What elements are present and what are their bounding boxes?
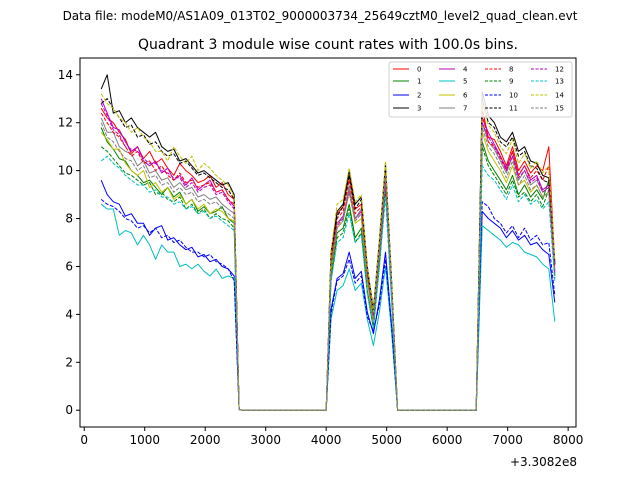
- legend-label-14: 14: [555, 92, 564, 100]
- legend-label-0: 0: [417, 66, 421, 74]
- y-tick-label: 0: [65, 403, 73, 417]
- y-tick-label: 4: [65, 307, 73, 321]
- x-axis: 0 1000 2000 3000 4000 5000 6000 7000 8000: [80, 427, 583, 447]
- y-tick-label: 6: [65, 259, 73, 273]
- x-tick-label: 5000: [371, 433, 402, 447]
- y-tick-label: 14: [58, 68, 73, 82]
- x-tick-label: 4000: [311, 433, 342, 447]
- plot-area: 0 1000 2000 3000 4000 5000 6000 7000 8000 0 2 4 6 8 1…: [58, 57, 583, 469]
- series-line-15: [100, 122, 556, 411]
- y-tick-label: 12: [58, 116, 73, 130]
- legend-label-1: 1: [417, 78, 421, 86]
- x-tick-label: 8000: [553, 433, 584, 447]
- legend-label-8: 8: [509, 66, 513, 74]
- x-tick-label: 0: [80, 433, 88, 447]
- y-tick-label: 2: [65, 355, 73, 369]
- legend-frame: [388, 61, 573, 118]
- legend-label-3: 3: [417, 105, 421, 113]
- figure-suptitle: Data file: modeM0/AS1A09_013T02_90000037…: [63, 9, 578, 23]
- legend-label-4: 4: [463, 66, 468, 74]
- y-axis: 0 2 4 6 8 10 12 14: [58, 68, 80, 417]
- legend-label-15: 15: [555, 105, 564, 113]
- x-offset-label: +3.3082e8: [510, 455, 577, 469]
- axes-frame: [79, 57, 577, 428]
- x-tick-label: 6000: [432, 433, 463, 447]
- x-tick-label: 7000: [492, 433, 523, 447]
- chart-title: Quadrant 3 module wise count rates with …: [138, 37, 518, 53]
- legend-label-12: 12: [555, 66, 564, 74]
- series-line-10: [100, 199, 556, 411]
- legend-label-6: 6: [463, 92, 468, 100]
- series-layer: [100, 74, 556, 411]
- legend-label-13: 13: [555, 78, 564, 86]
- legend-label-2: 2: [417, 92, 421, 100]
- legend-label-5: 5: [463, 78, 467, 86]
- x-tick-label: 1000: [129, 433, 160, 447]
- x-tick-label: 3000: [250, 433, 281, 447]
- legend-label-11: 11: [509, 105, 518, 113]
- legend-label-10: 10: [509, 92, 518, 100]
- y-tick-label: 8: [65, 212, 73, 226]
- series-line-13: [100, 155, 556, 411]
- legend-label-9: 9: [509, 78, 513, 86]
- y-tick-label: 10: [58, 164, 73, 178]
- x-tick-label: 2000: [190, 433, 221, 447]
- series-line-12: [100, 103, 556, 411]
- legend-label-7: 7: [463, 105, 467, 113]
